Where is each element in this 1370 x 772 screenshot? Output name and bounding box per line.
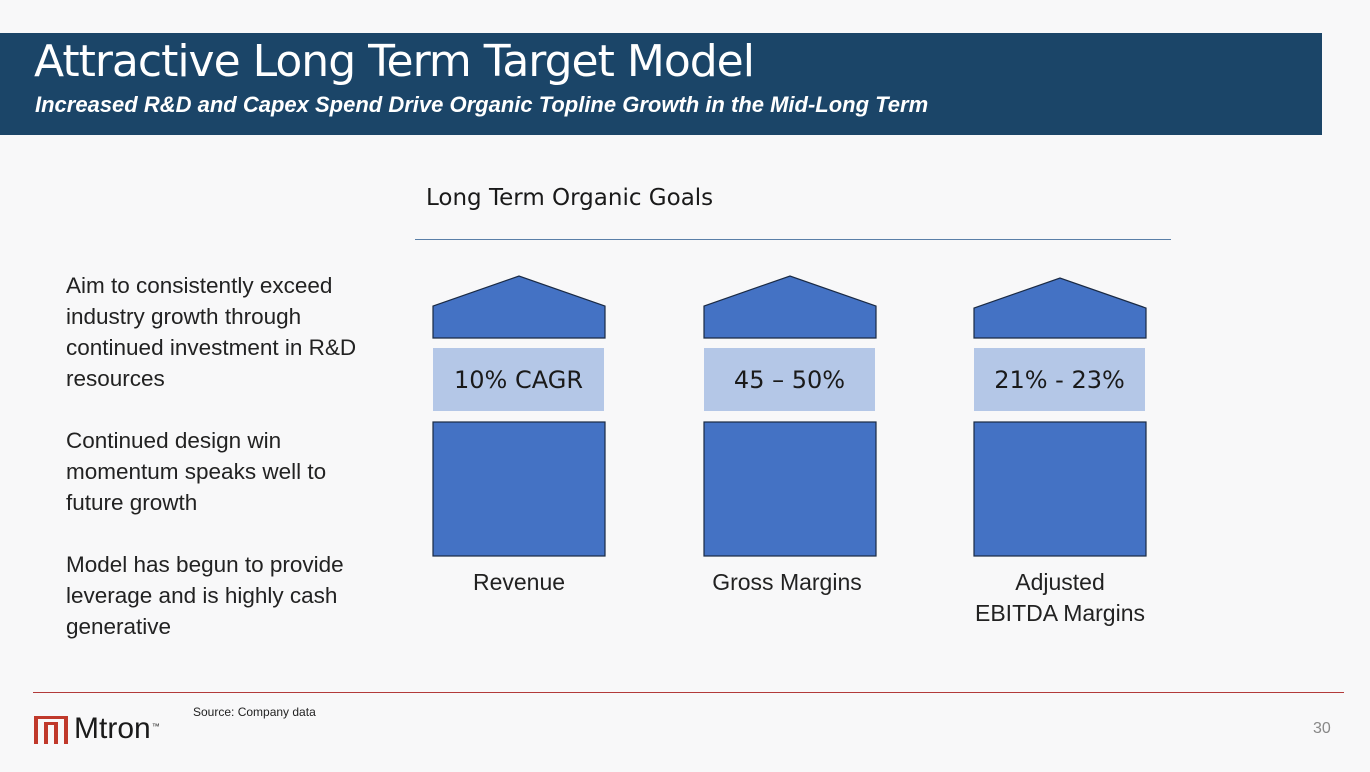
pillar-base: [703, 421, 877, 557]
logo-wordmark: Mtron: [74, 712, 151, 745]
pillar-metric-revenue: 10% CAGR: [433, 348, 604, 411]
pillar-caption-gross-margins: Gross Margins: [687, 567, 887, 598]
source-note: Source: Company data: [193, 705, 316, 719]
pillar-caption-ebitda: Adjusted EBITDA Margins: [960, 567, 1160, 629]
bullet-item: Aim to consistently exceed industry grow…: [66, 273, 357, 391]
page-title: Attractive Long Term Target Model: [34, 36, 755, 87]
section-heading: Long Term Organic Goals: [426, 185, 714, 211]
footer-divider: [33, 692, 1344, 693]
pillar-roof: [432, 275, 606, 339]
title-banner: [0, 33, 1322, 135]
mtron-logo-icon: [34, 716, 68, 744]
page-number: 30: [1313, 720, 1331, 737]
pillar-roof: [703, 275, 877, 339]
pillar-caption-revenue: Revenue: [419, 567, 619, 598]
section-divider: [415, 239, 1171, 240]
caption-line: EBITDA Margins: [975, 600, 1145, 626]
caption-line: Adjusted: [1015, 569, 1105, 595]
pillar-base: [432, 421, 606, 557]
bullet-list: Aim to consistently exceed industry grow…: [66, 270, 386, 673]
pillar-metric-ebitda: 21% - 23%: [974, 348, 1145, 411]
pillar-roof: [973, 277, 1147, 339]
caption-line: Revenue: [472, 569, 566, 595]
bullet-item: Continued design win momentum speaks wel…: [66, 428, 327, 515]
caption-line: Gross Margins: [712, 569, 862, 595]
bullet-item: Model has begun to provide leverage and …: [66, 552, 344, 639]
company-logo: Mtron ™: [34, 714, 160, 744]
pillar-base: [973, 421, 1147, 557]
pillar-metric-gross-margins: 45 – 50%: [704, 348, 875, 411]
logo-trademark: ™: [151, 722, 160, 731]
page-subtitle: Increased R&D and Capex Spend Drive Orga…: [35, 92, 929, 117]
